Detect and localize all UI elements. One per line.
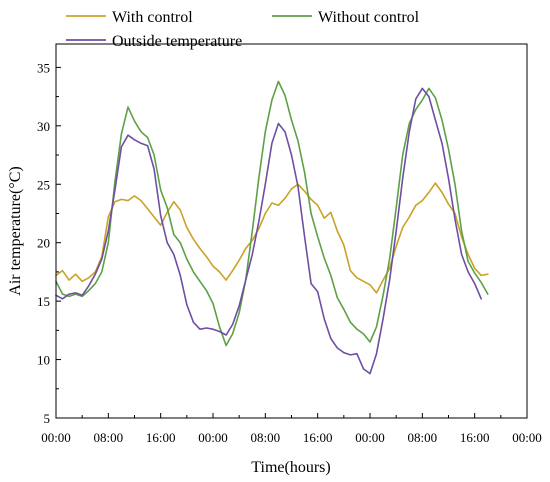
y-axis-ticks: 5 10 15 20 25 30 35 <box>37 60 61 426</box>
series-layer <box>55 80 489 375</box>
x-tick-label: 00:00 <box>41 430 71 445</box>
x-tick-label: 16:00 <box>146 430 176 445</box>
x-tick-label: 00:00 <box>198 430 228 445</box>
x-tick-label: 08:00 <box>408 430 438 445</box>
series-line-outside-temperature <box>55 87 482 375</box>
y-tick-label: 30 <box>37 119 50 134</box>
y-tick-label: 35 <box>37 60 50 75</box>
y-tick-label: 15 <box>37 294 50 309</box>
x-tick-label: 00:00 <box>355 430 385 445</box>
y-axis-title: Air temperature(°C) <box>7 166 24 295</box>
legend-label-with-control: With control <box>112 9 193 26</box>
plot-area: 5 10 15 20 25 30 35 00:00 08:00 16:00 00:00 08:00 1… <box>37 43 542 445</box>
legend: With control Without control Outside tem… <box>66 9 420 50</box>
y-tick-label: 5 <box>44 411 51 426</box>
x-tick-label: 08:00 <box>94 430 124 445</box>
x-tick-label: 16:00 <box>460 430 490 445</box>
series-line-with-control <box>55 182 489 294</box>
plot-frame <box>55 43 528 419</box>
legend-label-without-control: Without control <box>318 9 420 26</box>
x-axis-ticks: 00:00 08:00 16:00 00:00 08:00 16:00 00:00 08:00… <box>41 413 542 445</box>
x-tick-label: 00:00 <box>512 430 542 445</box>
x-tick-label: 16:00 <box>303 430 333 445</box>
series-line-without-control <box>55 80 489 347</box>
y-tick-label: 20 <box>37 236 50 251</box>
y-tick-label: 10 <box>37 353 50 368</box>
x-axis-title: Time(hours) <box>251 459 330 476</box>
y-tick-label: 25 <box>37 177 50 192</box>
x-tick-label: 08:00 <box>251 430 281 445</box>
legend-label-outside-temperature: Outside temperature <box>112 33 242 50</box>
